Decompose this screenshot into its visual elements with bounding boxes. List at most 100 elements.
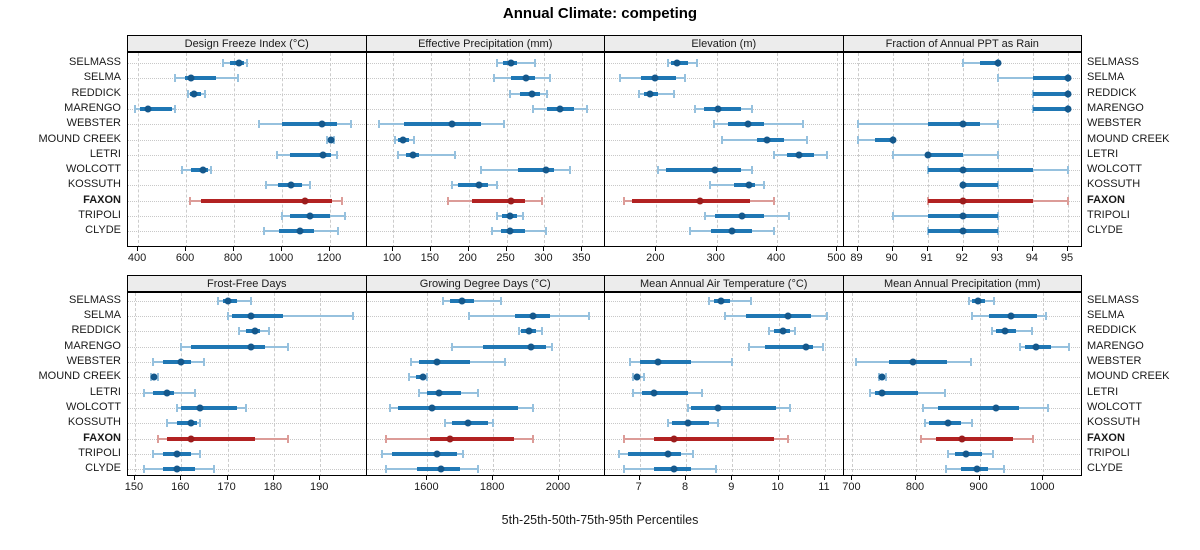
whisker-cap-5th	[657, 166, 660, 175]
median-dot	[173, 465, 181, 473]
whisker-cap-5th	[166, 419, 169, 428]
median-dot	[556, 105, 564, 113]
median-dot	[992, 404, 1000, 412]
median-dot	[633, 373, 641, 381]
site-label-right: TRIPOLI	[1087, 447, 1130, 459]
whisker-cap-5th	[708, 296, 711, 305]
whisker-cap-5th	[622, 465, 625, 474]
gridline-horizontal	[128, 185, 366, 187]
gridline-horizontal	[128, 170, 366, 172]
axis-tick-label: 1800	[479, 481, 505, 493]
percentile-whisker-5-95	[227, 314, 353, 317]
whisker-cap-5th	[152, 450, 155, 458]
whisker-cap-5th	[217, 296, 220, 305]
whisker-cap-5th	[1019, 342, 1022, 351]
axis-tick	[272, 476, 274, 480]
whisker-cap-5th	[180, 166, 183, 175]
percentile-box-25-75	[632, 198, 750, 203]
whisker-cap-95th	[996, 150, 999, 159]
axis-tick-label: 800	[223, 252, 243, 264]
whisker-cap-95th	[885, 373, 888, 382]
percentile-box-25-75	[184, 76, 217, 81]
median-dot	[527, 343, 535, 351]
median-dot	[959, 227, 967, 235]
axis-tick-label: 200	[458, 252, 477, 264]
median-dot	[446, 435, 454, 443]
whisker-cap-95th	[1066, 196, 1069, 205]
axis-tick-label: 1000	[268, 252, 294, 264]
median-dot	[525, 327, 533, 335]
percentile-box-25-75	[391, 452, 458, 456]
axis-tick	[1066, 247, 1068, 251]
whisker-cap-95th	[701, 388, 704, 397]
percentile-box-25-75	[426, 390, 462, 395]
site-label-left: FAXON	[83, 431, 121, 444]
gridline-horizontal	[605, 331, 843, 333]
axis-tick-label: 150	[420, 252, 440, 264]
gridline-horizontal	[128, 361, 366, 363]
median-dot	[409, 151, 417, 159]
whisker-cap-95th	[787, 212, 790, 220]
whisker-cap-5th	[265, 181, 268, 190]
whisker-cap-95th	[545, 89, 548, 98]
axis-tick	[638, 476, 640, 480]
gridline-vertical	[181, 293, 183, 475]
gridline-horizontal	[128, 454, 366, 455]
site-label-left: MOUND CREEK	[38, 132, 121, 145]
median-dot	[247, 312, 255, 320]
axis-tick	[180, 476, 182, 480]
whisker-cap-95th	[944, 388, 947, 397]
whisker-cap-5th	[157, 434, 160, 443]
median-dot	[399, 136, 407, 143]
site-label-left: SELMA	[83, 71, 121, 84]
median-dot	[163, 389, 171, 397]
whisker-cap-95th	[996, 120, 999, 129]
gridline-vertical	[468, 53, 470, 246]
percentile-box-25-75	[419, 359, 471, 364]
whisker-cap-95th	[821, 342, 824, 351]
axis-tick-label: 500	[827, 252, 846, 264]
site-label-left: WEBSTER	[66, 354, 121, 367]
whisker-cap-5th	[693, 104, 696, 113]
panel-3	[604, 52, 844, 247]
median-dot	[1064, 105, 1072, 113]
axis-tick	[319, 476, 321, 480]
whisker-cap-5th	[495, 212, 498, 220]
whisker-cap-95th	[157, 373, 160, 382]
whisker-cap-95th	[336, 227, 339, 236]
whisker-cap-5th	[492, 74, 495, 83]
gridline-vertical	[234, 53, 236, 246]
site-label-right: MARENGO	[1087, 339, 1144, 352]
site-label-right: KOSSUTH	[1087, 178, 1141, 191]
whisker-cap-5th	[444, 419, 447, 428]
whisker-cap-5th	[967, 296, 970, 305]
site-label-left: SELMASS	[69, 293, 121, 306]
panel-strip: Effective Precipitation (mm)	[365, 35, 605, 52]
panel-1	[127, 52, 367, 247]
percentile-box-25-75	[1032, 91, 1068, 96]
median-dot	[419, 373, 427, 381]
gridline-vertical	[916, 293, 917, 475]
whisker-cap-95th	[751, 104, 754, 113]
whisker-cap-95th	[477, 465, 480, 474]
percentile-box-25-75	[290, 152, 332, 157]
percentile-box-25-75	[927, 122, 981, 127]
axis-tick-label: 92	[955, 252, 968, 264]
median-dot	[958, 435, 966, 443]
gridline-vertical	[732, 293, 734, 475]
percentile-box-25-75	[980, 61, 998, 65]
median-dot	[974, 297, 982, 304]
gridline-horizontal	[605, 154, 843, 156]
gridline-horizontal	[843, 139, 1082, 141]
whisker-cap-95th	[495, 181, 498, 190]
percentile-box-25-75	[746, 313, 812, 318]
gridline-vertical	[506, 53, 508, 246]
site-label-right: MARENGO	[1087, 101, 1144, 114]
median-dot	[670, 465, 678, 473]
whisker-cap-95th	[762, 181, 765, 190]
median-dot	[889, 136, 897, 143]
panel-strip: Mean Annual Air Temperature (°C)	[604, 275, 844, 292]
whisker-cap-95th	[249, 296, 252, 305]
gridline-vertical	[282, 53, 284, 246]
gridline-horizontal	[366, 93, 605, 95]
